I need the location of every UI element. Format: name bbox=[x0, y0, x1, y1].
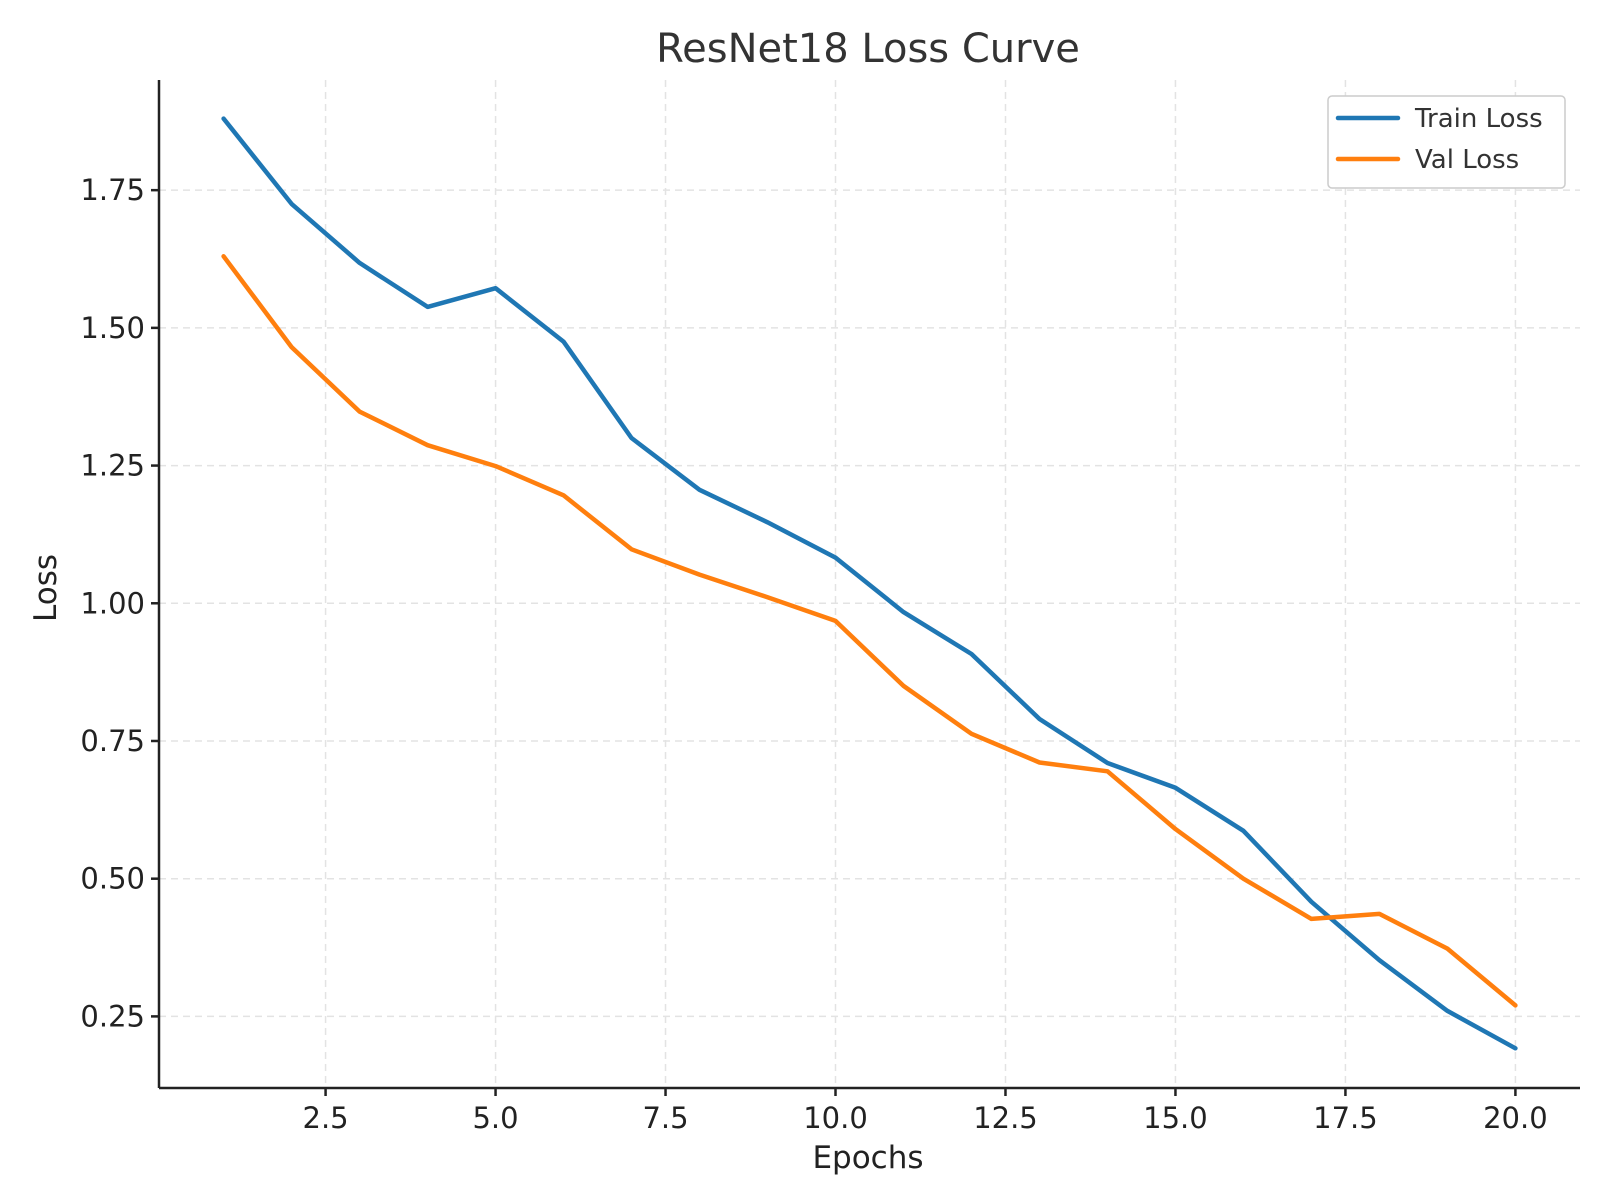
x-axis-label: Epochs bbox=[812, 1140, 923, 1176]
chart-title: ResNet18 Loss Curve bbox=[656, 26, 1080, 72]
y-tick-label: 0.25 bbox=[80, 999, 145, 1033]
y-tick-label: 1.00 bbox=[80, 586, 145, 620]
y-axis-label: Loss bbox=[28, 554, 64, 622]
x-tick-label: 5.0 bbox=[472, 1101, 518, 1135]
legend: Train Loss Val Loss bbox=[1327, 95, 1566, 189]
x-axis-ticks: 2.5 5.0 7.5 10.0 12.5 15.0 17.5 20.0 bbox=[303, 1088, 1548, 1135]
legend-label-val-loss: Val Loss bbox=[1415, 145, 1519, 175]
y-tick-label: 1.25 bbox=[80, 449, 145, 483]
grid bbox=[159, 80, 1580, 1088]
plot-series bbox=[221, 116, 1518, 1051]
x-tick-label: 7.5 bbox=[642, 1101, 688, 1135]
y-tick-label: 1.50 bbox=[80, 311, 145, 345]
legend-label-train-loss: Train Loss bbox=[1414, 104, 1543, 134]
x-tick-label: 10.0 bbox=[803, 1101, 868, 1135]
series-line-train-loss bbox=[221, 116, 1518, 1051]
y-tick-label: 0.50 bbox=[80, 862, 145, 896]
x-tick-label: 15.0 bbox=[1143, 1101, 1208, 1135]
x-tick-label: 17.5 bbox=[1313, 1101, 1378, 1135]
y-tick-label: 0.75 bbox=[80, 724, 145, 758]
x-tick-label: 12.5 bbox=[973, 1101, 1038, 1135]
x-tick-label: 2.5 bbox=[303, 1101, 349, 1135]
y-tick-label: 1.75 bbox=[80, 173, 145, 207]
x-tick-label: 20.0 bbox=[1483, 1101, 1548, 1135]
series-line-val-loss bbox=[221, 254, 1518, 1008]
y-axis-ticks: 0.25 0.50 0.75 1.00 1.25 1.50 1.75 bbox=[80, 173, 159, 1033]
